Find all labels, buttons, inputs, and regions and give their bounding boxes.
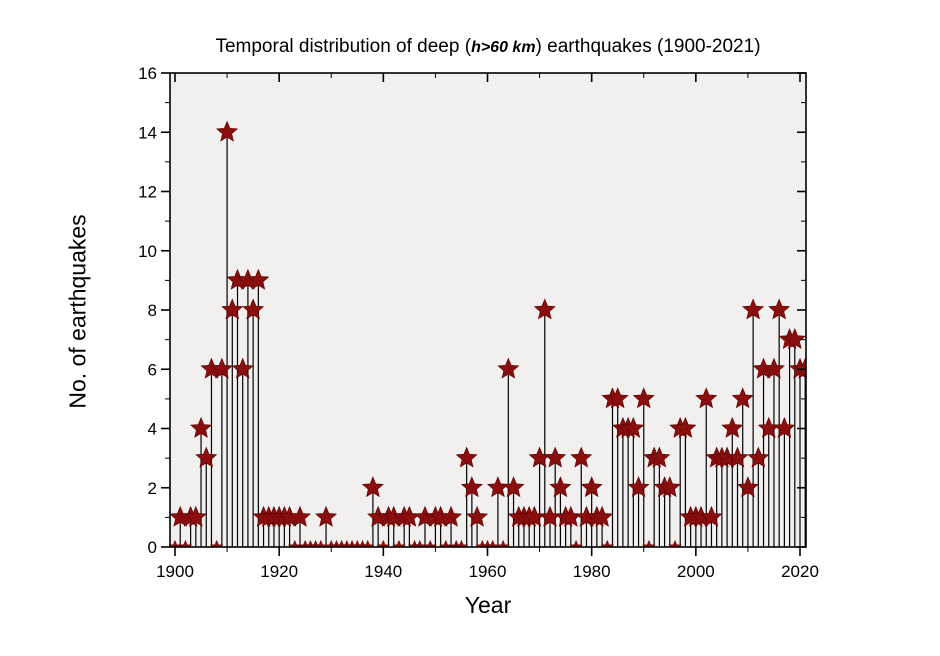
star-marker xyxy=(216,120,239,142)
star-marker xyxy=(721,416,744,438)
star-marker xyxy=(600,539,615,547)
star-marker xyxy=(209,539,224,547)
y-tick-label: 12 xyxy=(138,183,157,202)
star-marker xyxy=(210,357,233,379)
star-marker xyxy=(632,387,655,409)
star-marker xyxy=(455,446,478,468)
star-marker xyxy=(247,268,270,290)
y-tick-label: 2 xyxy=(148,479,157,498)
star-marker xyxy=(668,539,682,547)
star-marker xyxy=(658,476,681,498)
chart-title-part3: ) earthquakes (1900-2021) xyxy=(535,36,761,57)
chart-title-depth-condition: h>60 km xyxy=(471,39,536,56)
star-marker xyxy=(497,357,520,379)
star-marker xyxy=(242,298,265,320)
star-marker xyxy=(360,539,375,547)
star-marker xyxy=(315,505,338,527)
star-marker xyxy=(731,387,754,409)
star-marker xyxy=(700,505,723,527)
star-marker xyxy=(549,476,572,498)
star-marker xyxy=(184,505,207,527)
y-tick-label: 0 xyxy=(148,538,157,557)
star-marker xyxy=(221,298,244,320)
star-marker xyxy=(747,446,770,468)
x-axis-label: Year xyxy=(464,592,512,618)
x-tick-label: 1900 xyxy=(156,562,194,581)
star-marker xyxy=(726,446,749,468)
star-marker xyxy=(454,539,469,547)
star-marker xyxy=(502,476,525,498)
star-marker xyxy=(392,539,406,547)
star-marker xyxy=(569,539,583,547)
star-marker xyxy=(736,476,759,498)
star-marker xyxy=(440,505,463,527)
x-tick-label: 1980 xyxy=(573,562,611,581)
star-marker xyxy=(460,476,483,498)
star-marker xyxy=(648,446,671,468)
star-marker xyxy=(742,298,765,320)
plot-background xyxy=(170,73,806,547)
star-marker xyxy=(695,387,718,409)
star-marker xyxy=(361,476,384,498)
star-marker xyxy=(466,505,489,527)
star-marker xyxy=(231,357,254,379)
x-tick-label: 2020 xyxy=(781,562,819,581)
x-tick-label: 1960 xyxy=(469,562,507,581)
x-tick-label: 2000 xyxy=(677,562,715,581)
star-marker xyxy=(622,416,645,438)
star-marker xyxy=(376,539,391,547)
star-marker xyxy=(178,539,193,547)
star-marker xyxy=(580,476,603,498)
y-tick-label: 16 xyxy=(138,64,157,83)
x-tick-label: 1940 xyxy=(364,562,402,581)
ticks: 0 2 4 6 8 10 12 14 16 1900 1920 1940 1960 1980 2000 202… xyxy=(138,64,819,581)
star-marker xyxy=(533,298,556,320)
star-marker xyxy=(544,446,567,468)
star-marker xyxy=(627,476,650,498)
x-tick-label: 1920 xyxy=(260,562,298,581)
star-marker xyxy=(762,357,785,379)
y-tick-label: 6 xyxy=(148,360,157,379)
star-marker xyxy=(496,539,510,547)
y-tick-label: 4 xyxy=(148,420,157,439)
star-marker xyxy=(642,539,656,547)
star-marker xyxy=(606,387,629,409)
star-marker xyxy=(591,505,614,527)
star-marker xyxy=(570,446,593,468)
y-tick-label: 14 xyxy=(138,123,157,142)
chart-title: Temporal distribution of deep (h>60 km) … xyxy=(170,36,806,58)
star-marker xyxy=(195,446,218,468)
y-tick-label: 10 xyxy=(138,242,157,261)
star-marker xyxy=(773,416,796,438)
chart-title-part1: Temporal distribution of deep ( xyxy=(215,36,472,57)
y-axis-label: No. of earthquakes xyxy=(64,214,91,409)
star-marker xyxy=(288,505,312,527)
star-marker xyxy=(783,328,806,349)
data-series-group xyxy=(170,120,806,547)
star-marker xyxy=(768,298,791,320)
star-marker xyxy=(674,416,697,438)
star-marker xyxy=(423,539,438,547)
y-tick-label: 8 xyxy=(148,301,157,320)
star-marker xyxy=(190,416,213,438)
